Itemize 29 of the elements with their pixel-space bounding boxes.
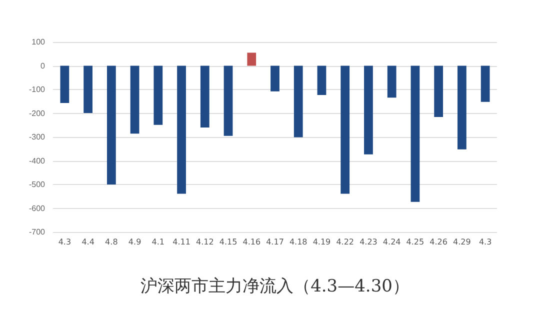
x-tick-label: 4.18 — [289, 238, 308, 246]
x-tick-label: 4.12 — [196, 238, 214, 246]
text: 沪深两市主力净流入（4.3—4.30） — [140, 276, 410, 296]
y-tick-label: -100 — [28, 85, 46, 94]
y-tick-label: -200 — [28, 108, 46, 118]
x-tick-label: 4.1 — [152, 238, 165, 246]
y-tick-label: 100 — [32, 38, 46, 46]
y-tick-label: -600 — [28, 204, 46, 213]
x-tick-label: 4.8 — [105, 238, 118, 246]
x-tick-label: 4.25 — [406, 238, 424, 246]
x-tick-label: 4.19 — [312, 238, 331, 246]
x-tick-label: 4.24 — [382, 238, 401, 246]
x-tick-label: 4.11 — [172, 238, 190, 246]
x-tick-label: 4.3 — [58, 238, 72, 246]
x-tick-label: 4.9 — [128, 238, 142, 246]
y-tick-label: -500 — [28, 180, 46, 189]
x-tick-label: 4.17 — [266, 238, 284, 246]
x-tick-label: 4.29 — [453, 238, 471, 246]
x-tick-label: 4.22 — [336, 238, 354, 246]
x-tick-label: 4.4 — [82, 238, 94, 246]
y-tick-label: 0 — [40, 61, 46, 70]
y-tick-label: -700 — [28, 228, 46, 236]
x-tick-label: 4.3 — [478, 238, 492, 246]
x-tick-label: 4.15 — [219, 238, 238, 246]
y-tick-label: -300 — [28, 132, 46, 142]
x-tick-label: 4.23 — [360, 238, 378, 246]
y-tick-label: -400 — [28, 156, 46, 166]
x-tick-label: 4.26 — [430, 238, 448, 246]
x-tick-label: 4.16 — [242, 238, 261, 246]
